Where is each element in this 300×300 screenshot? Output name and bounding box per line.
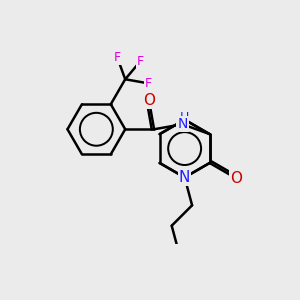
Text: F: F	[136, 55, 144, 68]
Text: N: N	[179, 170, 190, 185]
Text: O: O	[230, 171, 242, 186]
Text: H: H	[179, 111, 189, 124]
Text: H: H	[178, 118, 187, 131]
Text: N: N	[177, 117, 188, 131]
Text: O: O	[143, 93, 155, 108]
Text: F: F	[114, 51, 121, 64]
Text: F: F	[144, 77, 152, 90]
